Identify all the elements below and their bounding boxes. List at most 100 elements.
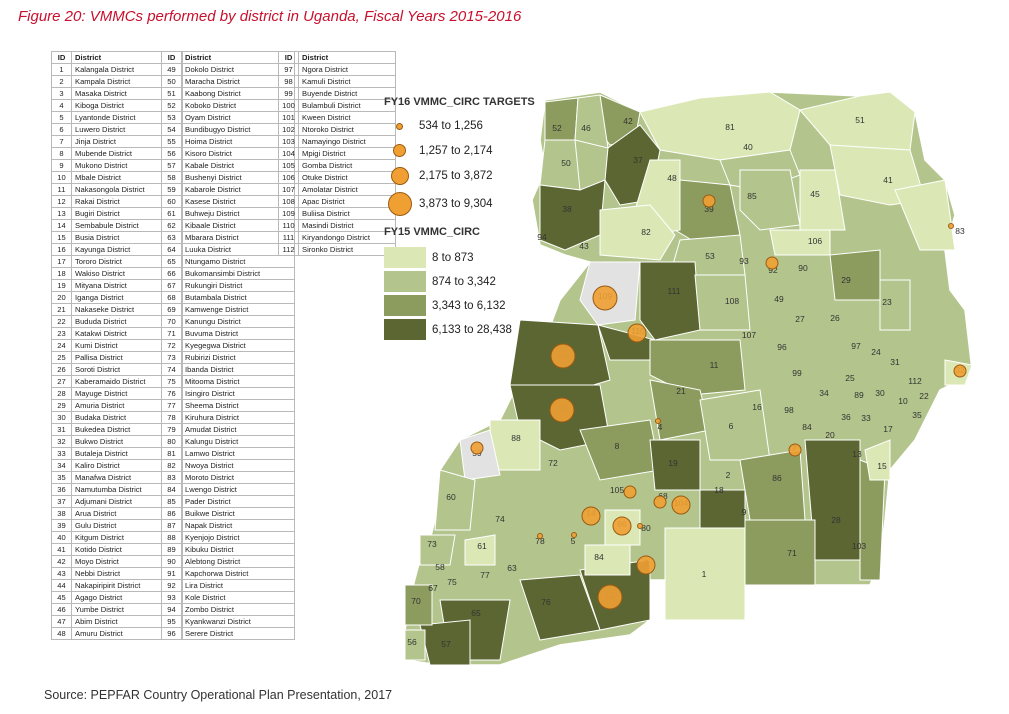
district-map-label: 68 <box>658 491 668 501</box>
district-name: Sheema District <box>181 399 295 412</box>
district-id: 53 <box>161 111 182 124</box>
district-name: Rubirizi District <box>181 351 295 364</box>
district-id: 105 <box>278 159 299 172</box>
district-map-label: 40 <box>743 142 753 152</box>
target-marker <box>581 506 601 526</box>
circ-legend-item: 8 to 873 <box>384 247 474 268</box>
district-id: 12 <box>51 195 72 208</box>
district-id: 78 <box>161 411 182 424</box>
district-map-label: 10 <box>898 396 908 406</box>
district-name: Kyegegwa District <box>181 339 295 352</box>
district-region-84 <box>584 544 631 576</box>
district-id: 32 <box>51 435 72 448</box>
district-map-label: 60 <box>446 492 456 502</box>
district-id: 22 <box>51 315 72 328</box>
district-map-label: 97 <box>851 341 861 351</box>
district-map-label: 70 <box>411 596 421 606</box>
district-id: 65 <box>161 255 182 268</box>
district-id: 13 <box>51 207 72 220</box>
table-row: 54 Bundibugyo District <box>161 123 295 136</box>
district-map-label: 51 <box>855 115 865 125</box>
table-row: 37 Adjumani District <box>51 495 183 508</box>
district-map-label: 67 <box>428 583 438 593</box>
district-map-label: 73 <box>427 539 437 549</box>
target-marker <box>765 256 779 270</box>
district-map-label: 98 <box>784 405 794 415</box>
district-id: 95 <box>161 615 182 628</box>
target-legend-label: 1,257 to 2,174 <box>419 144 493 157</box>
district-map-label: 89 <box>854 390 864 400</box>
table-row: 73 Rubirizi District <box>161 351 295 364</box>
district-region-61 <box>464 534 496 566</box>
district-id: 35 <box>51 471 72 484</box>
district-id: 86 <box>161 507 182 520</box>
district-table-2: ID District 49 Dokolo District 50 Maracha D… <box>161 51 295 640</box>
table-row: 71 Buvuma District <box>161 327 295 340</box>
district-map-label: 36 <box>841 412 851 422</box>
circ-legend-label: 874 to 3,342 <box>432 275 496 288</box>
district-name: Ntungamo District <box>181 255 295 268</box>
district-map-label: 56 <box>407 637 417 647</box>
district-id: 50 <box>161 75 182 88</box>
district-id: 52 <box>161 99 182 112</box>
district-map-label: 108 <box>725 296 739 306</box>
district-id: 109 <box>278 207 299 220</box>
table-row: 87 Napak District <box>161 519 295 532</box>
district-map-label: 22 <box>919 391 929 401</box>
table-row: 112 Sironko District <box>278 243 396 256</box>
district-map-label: 81 <box>725 122 735 132</box>
district-table-1: ID District 1 Kalangala District 2 Kampala … <box>51 51 183 640</box>
table-row: 33 Butaleja District <box>51 447 183 460</box>
district-map-label: 96 <box>777 342 787 352</box>
circ-swatch <box>384 295 426 316</box>
district-name: Kalungu District <box>181 435 295 448</box>
circ-legend-label: 8 to 873 <box>432 251 474 264</box>
district-map-label: 30 <box>875 388 885 398</box>
district-id: 67 <box>161 279 182 292</box>
district-region-86 <box>739 449 806 521</box>
district-name: Nwoya District <box>181 459 295 472</box>
table-row: 98 Kamuli District <box>278 75 396 88</box>
table-row: 102 Ntoroko District <box>278 123 396 136</box>
table-row: 56 Kisoro District <box>161 147 295 160</box>
table-row: 92 Lira District <box>161 579 295 592</box>
district-name: Bukomansimbi District <box>181 267 295 280</box>
district-map-label: 52 <box>552 123 562 133</box>
district-map-label: 65 <box>471 608 481 618</box>
table-row: 58 Bushenyi District <box>161 171 295 184</box>
target-marker <box>627 323 647 343</box>
district-map-label: 31 <box>890 357 900 367</box>
district-region-60 <box>434 469 476 531</box>
district-id: 38 <box>51 507 72 520</box>
district-id: 3 <box>51 87 72 100</box>
district-map-label: 6 <box>729 421 734 431</box>
table-row: 70 Kanungu District <box>161 315 295 328</box>
district-id: 18 <box>51 267 72 280</box>
target-marker-icon <box>391 167 409 185</box>
district-map-label: 15 <box>877 461 887 471</box>
district-map-label: 1 <box>702 569 707 579</box>
district-region-15 <box>864 439 891 481</box>
district-id: 44 <box>51 579 72 592</box>
table-row: 55 Hoima District <box>161 135 295 148</box>
table-row: 91 Kapchorwa District <box>161 567 295 580</box>
district-id: 60 <box>161 195 182 208</box>
district-id: 69 <box>161 303 182 316</box>
target-legend-item: 3,873 to 9,304 <box>388 192 493 216</box>
district-id: 70 <box>161 315 182 328</box>
district-name: Lamwo District <box>181 447 295 460</box>
district-map-label: 105 <box>610 485 624 495</box>
district-map-label: 92 <box>768 265 778 275</box>
district-map-label: 38 <box>562 204 572 214</box>
target-marker <box>788 443 802 457</box>
district-map-label: 35 <box>912 410 922 420</box>
district-map-label: 33 <box>861 413 871 423</box>
district-map-label: 93 <box>739 256 749 266</box>
circ-legend-item: 3,343 to 6,132 <box>384 295 506 316</box>
district-region-50 <box>539 139 581 191</box>
district-region-11 <box>649 339 746 396</box>
district-region-59 <box>459 429 501 481</box>
target-marker <box>637 523 643 529</box>
district-id: 31 <box>51 423 72 436</box>
district-id: 110 <box>278 219 299 232</box>
